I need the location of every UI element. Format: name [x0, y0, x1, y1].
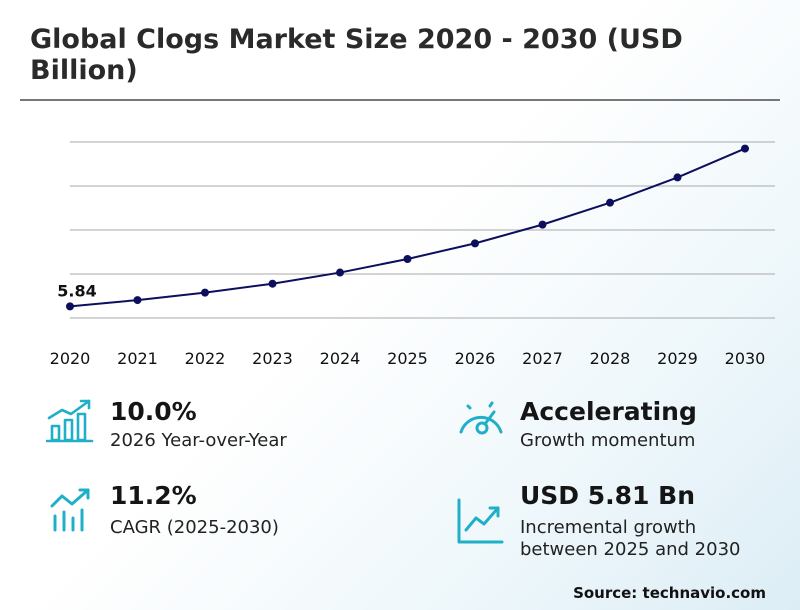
stat-cagr-value: 11.2%	[110, 481, 197, 510]
x-tick-label: 2028	[590, 349, 631, 368]
bar-growth-icon	[46, 399, 94, 443]
data-point	[606, 198, 614, 207]
source-credit: Source: technavio.com	[573, 584, 766, 602]
x-tick-label: 2023	[252, 349, 293, 368]
x-tick-label: 2021	[117, 349, 158, 368]
data-point	[268, 279, 277, 288]
data-point	[538, 220, 547, 229]
data-point	[673, 173, 682, 182]
x-tick-label: 2026	[455, 349, 496, 368]
data-point	[403, 254, 412, 263]
x-tick-label: 2020	[50, 349, 91, 368]
x-tick-label: 2027	[522, 349, 563, 368]
line-chart: 2020 2021 2022 2023 2024 2025 2026 2027 2028 2029…	[50, 141, 775, 368]
x-tick-label: 2024	[320, 349, 361, 368]
stat-cagr-label: CAGR (2025-2030)	[110, 517, 279, 538]
data-point	[741, 144, 749, 153]
stat-momentum-value: Accelerating	[520, 397, 697, 426]
x-tick-label: 2029	[657, 349, 698, 368]
chart-title: Global Clogs Market Size 2020 - 2030 (US…	[30, 24, 683, 86]
x-tick-label: 2025	[387, 349, 428, 368]
data-point	[471, 239, 479, 248]
data-point	[336, 268, 344, 277]
stat-yoy-label: 2026 Year-over-Year	[110, 430, 287, 451]
speedometer-icon	[459, 401, 503, 435]
stat-incremental-label: Incremental growth	[520, 517, 697, 538]
trend-bars-icon	[50, 488, 90, 532]
series-line	[69, 147, 746, 308]
x-tick-label: 2030	[725, 349, 766, 368]
line-chart-icon	[457, 498, 504, 544]
data-point	[133, 296, 142, 305]
data-label: 5.84	[57, 281, 96, 300]
stat-yoy-value: 10.0%	[110, 397, 197, 426]
title-divider	[20, 99, 780, 101]
stat-incremental-value: USD 5.81 Bn	[520, 481, 695, 510]
x-tick-label: 2022	[185, 349, 226, 368]
data-point	[66, 302, 74, 311]
stat-momentum-label: Growth momentum	[520, 430, 696, 451]
data-point	[201, 288, 209, 297]
stat-incremental-label-2: between 2025 and 2030	[520, 539, 741, 560]
